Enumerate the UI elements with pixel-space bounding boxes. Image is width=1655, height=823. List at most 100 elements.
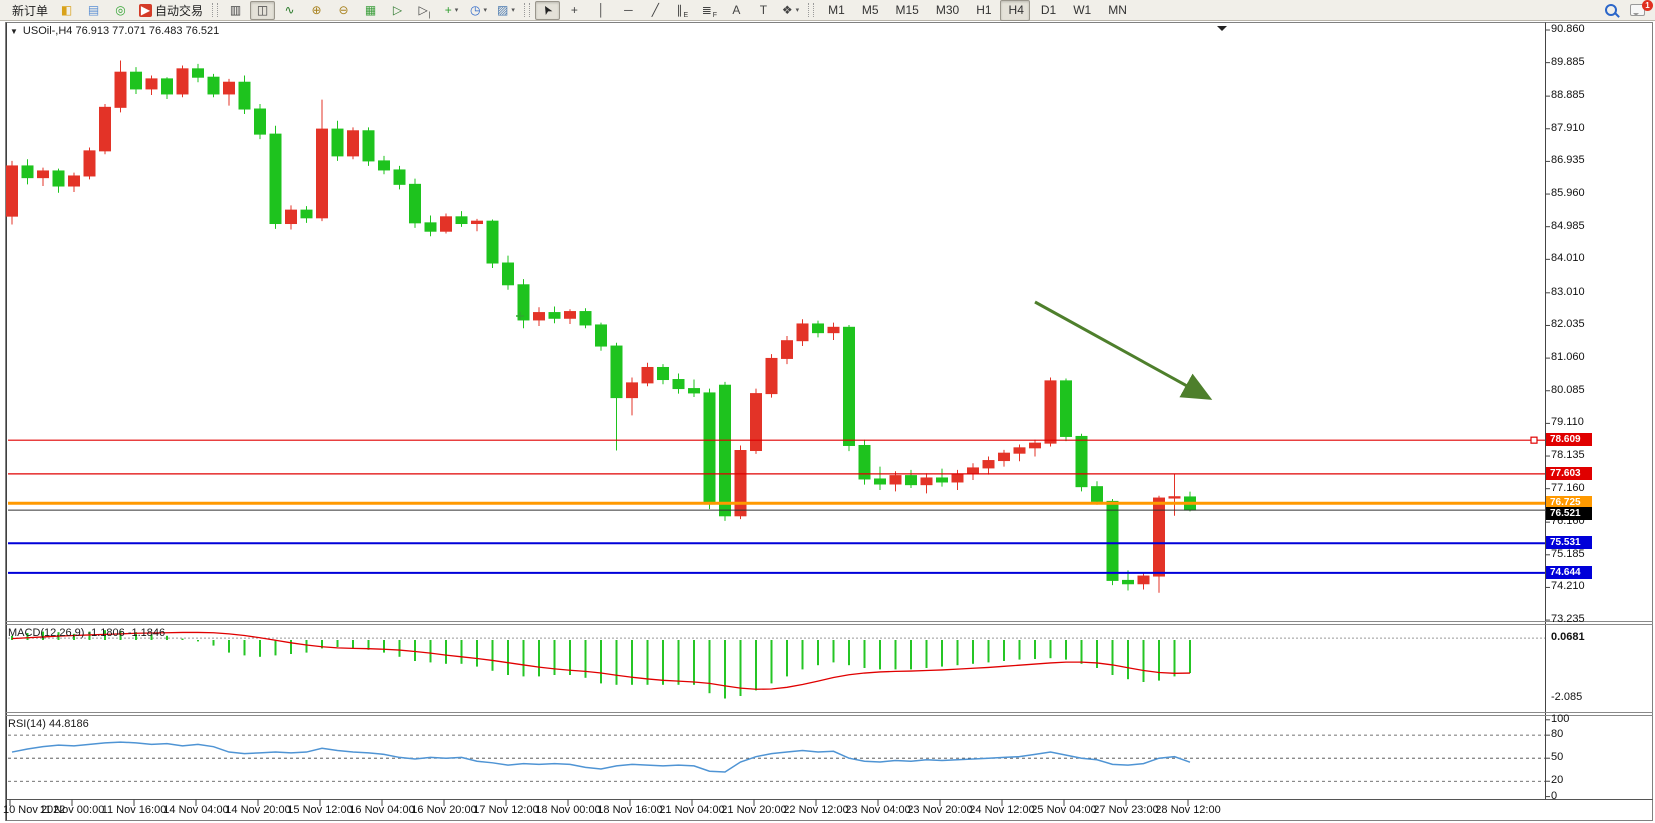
fibonacci-icon[interactable]: ≣ F	[697, 1, 722, 20]
chart-shift-icon[interactable]: ▷ |	[412, 1, 437, 20]
text-icon-glyph: A	[732, 3, 741, 17]
bar-chart-icon-glyph: ▥	[229, 3, 242, 17]
timeframe-w1-button-label: W1	[1073, 3, 1092, 17]
tile-windows-icon-glyph: ▦	[364, 3, 377, 17]
macd-panel[interactable]	[7, 626, 1544, 712]
auto-scroll-icon-glyph: ▷	[392, 3, 403, 17]
date-axis-label: 16 Nov 04:00	[349, 804, 415, 816]
timeframe-d1-button[interactable]: D1	[1032, 0, 1062, 21]
date-axis-label: 14 Nov 20:00	[225, 804, 291, 816]
date-axis-label: 14 Nov 04:00	[163, 804, 229, 816]
date-axis-label: 11 Nov 16:00	[101, 804, 167, 816]
date-axis-label: 21 Nov 20:00	[721, 804, 787, 816]
timeframe-h4-button[interactable]: H4	[999, 0, 1030, 21]
equidistant-channel-icon-sub: E	[683, 11, 689, 19]
horizontal-line-icon-glyph: ─	[624, 3, 633, 17]
auto-trading-button[interactable]: ▶ 自动交易	[135, 1, 207, 20]
timeframe-m15-button[interactable]: M15	[887, 0, 925, 21]
price-axis-label: 83.010	[1551, 285, 1585, 298]
horizontal-line-icon[interactable]: ─	[616, 1, 641, 20]
date-axis-label: 28 Nov 12:00	[1155, 804, 1221, 816]
vertical-line-icon[interactable]: │	[589, 1, 614, 20]
periods-icon-glyph: ◷	[470, 3, 481, 17]
signals-icon-glyph: ◎	[115, 3, 126, 17]
chart-menu-toggle-icon[interactable]: ▼	[10, 27, 18, 36]
zoom-out-icon[interactable]: ⊖	[331, 1, 356, 20]
timeframe-m5-button-label: M5	[861, 3, 879, 17]
search-icon[interactable]	[1598, 1, 1623, 20]
date-axis-label: 18 Nov 00:00	[535, 804, 601, 816]
rsi-panel[interactable]	[7, 717, 1544, 798]
chevron-down-icon: ▾	[795, 7, 800, 14]
line-chart-icon[interactable]: ∿	[277, 1, 302, 20]
price-axis-label: 84.010	[1551, 252, 1585, 265]
notification-badge: 1	[1642, 0, 1653, 11]
price-axis-label: 82.035	[1551, 318, 1585, 331]
crosshair-icon[interactable]: +	[562, 1, 587, 20]
price-axis-label: 86.935	[1551, 154, 1585, 167]
crosshair-icon-glyph: +	[570, 3, 578, 17]
arrows-icon-glyph: ❖	[781, 3, 793, 17]
chart-plot-area[interactable]	[7, 23, 1544, 620]
rsi-axis-label: 20	[1551, 774, 1564, 787]
cursor-icon[interactable]: ➤	[534, 0, 560, 20]
macd-axis-min-label: -2.085	[1551, 691, 1583, 704]
date-axis-label: 23 Nov 20:00	[907, 804, 973, 816]
timeframe-m1-button[interactable]: M1	[819, 0, 851, 21]
periods-icon[interactable]: ◷ ▾	[466, 1, 491, 20]
zoom-out-icon-glyph: ⊖	[338, 3, 349, 17]
bar-chart-icon[interactable]: ▥	[223, 1, 248, 20]
date-axis-label: 27 Nov 23:00	[1093, 804, 1159, 816]
text-icon[interactable]: A	[724, 1, 749, 20]
rsi-indicator-label: RSI(14) 44.8186	[8, 718, 89, 730]
auto-scroll-icon[interactable]: ▷	[385, 1, 410, 20]
trade-group: 新订单 ◧ ▤ ◎ ▶ 自动交易	[4, 1, 208, 20]
candlestick-chart-icon[interactable]: ◫	[250, 0, 276, 20]
templates-icon[interactable]: ▨ ▾	[493, 1, 519, 20]
equidistant-channel-icon-glyph: ∥	[676, 3, 683, 17]
chart-title-bar: ▼ USOil-,H4 76.913 77.071 76.483 76.521	[10, 25, 226, 37]
timeframe-m1-button-label: M1	[828, 3, 845, 17]
new-order-button[interactable]: 新订单	[5, 1, 52, 20]
toolbar-grip	[212, 3, 219, 17]
arrows-icon[interactable]: ❖ ▾	[778, 1, 803, 20]
timeframe-m5-button[interactable]: M5	[853, 0, 885, 21]
zoom-in-icon[interactable]: ⊕	[304, 1, 329, 20]
equidistant-channel-icon[interactable]: ∥ E	[670, 1, 695, 20]
tile-windows-icon[interactable]: ▦	[358, 1, 383, 20]
price-tag: 76.725	[1546, 496, 1592, 510]
timeframe-m15-button-label: M15	[895, 3, 919, 17]
timeframe-h1-button[interactable]: H1	[967, 0, 997, 21]
search-glass-icon	[1604, 4, 1617, 16]
rsi-axis-label: 50	[1551, 751, 1564, 764]
date-axis-label: 21 Nov 04:00	[659, 804, 725, 816]
auto-trading-button-label: 自动交易	[155, 3, 204, 18]
timeframe-w1-button[interactable]: W1	[1064, 0, 1097, 21]
timeframe-m30-button[interactable]: M30	[927, 0, 965, 21]
price-axis-label: 74.210	[1551, 580, 1585, 593]
timeframe-mn-button[interactable]: MN	[1099, 0, 1133, 21]
chart-shift-icon-sub: |	[428, 11, 431, 19]
price-tag: 74.644	[1546, 565, 1592, 579]
text-label-icon[interactable]: T	[751, 1, 776, 20]
text-label-icon-glyph: T	[759, 3, 768, 17]
notifications-icon[interactable]: 1	[1625, 0, 1653, 20]
price-axis-label: 73.235	[1551, 613, 1585, 626]
macd-indicator-label: MACD(12,26,9) -1.1806 -1.1846	[8, 627, 166, 639]
terminal-window-icon[interactable]: ▤	[81, 1, 106, 20]
toolbar-grip	[808, 3, 815, 17]
trendline-icon[interactable]: ╱	[643, 1, 668, 20]
indicators-icon[interactable]: + ▾	[439, 1, 464, 20]
trendline-icon-glyph: ╱	[651, 3, 659, 17]
chart-brush-icon[interactable]: ◧	[54, 1, 79, 20]
signals-icon[interactable]: ◎	[108, 1, 133, 20]
chart-brush-icon-glyph: ◧	[60, 3, 73, 17]
price-tag: 75.531	[1546, 536, 1592, 550]
chevron-down-icon: ▾	[454, 7, 459, 14]
price-axis-label: 75.185	[1551, 547, 1585, 560]
price-axis[interactable]	[1546, 23, 1651, 798]
price-tag: 76.521	[1546, 507, 1592, 521]
right-group: 1	[1597, 0, 1653, 20]
insert-group: + ▾ ◷ ▾ ▨ ▾	[438, 1, 520, 20]
